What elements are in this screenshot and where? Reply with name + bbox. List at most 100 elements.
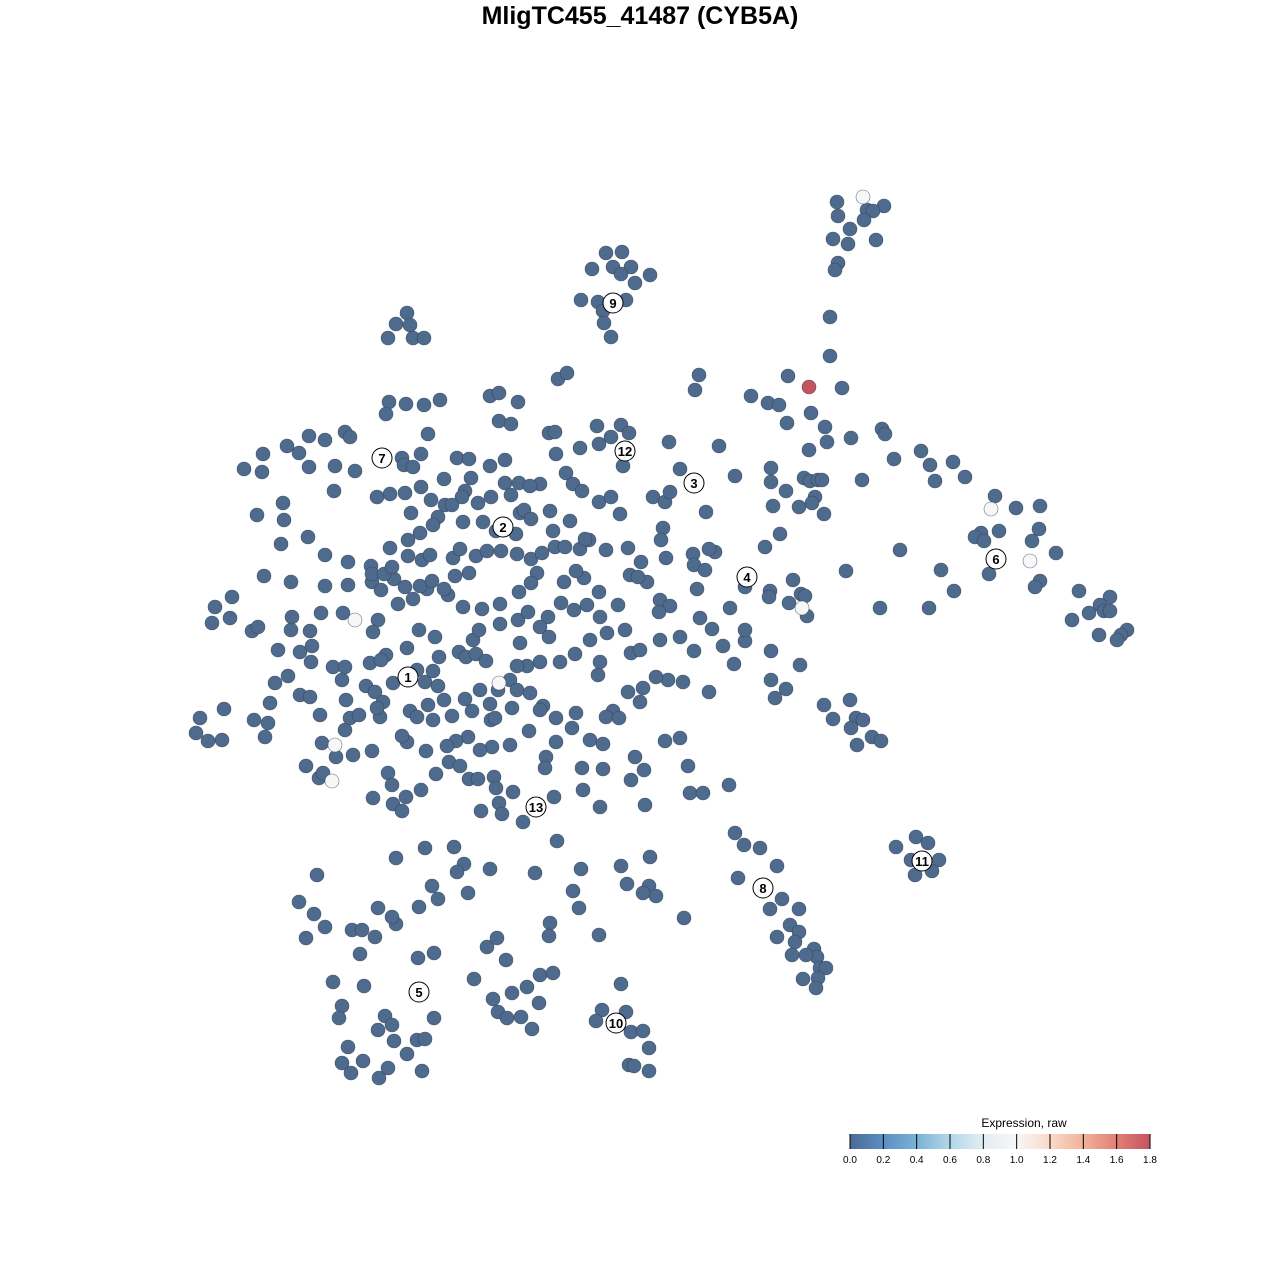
cluster-label-text: 11 (915, 854, 929, 869)
data-point (317, 919, 333, 935)
data-point (384, 777, 400, 793)
cluster-label-badge (408, 981, 430, 1003)
data-point (425, 712, 441, 728)
cluster-label-text: 8 (759, 881, 766, 896)
cluster-label-text: 4 (743, 570, 751, 585)
data-point (856, 212, 872, 228)
data-point (499, 1010, 515, 1026)
data-point (457, 691, 473, 707)
data-point (425, 517, 441, 533)
data-point (400, 532, 416, 548)
data-point (830, 208, 846, 224)
data-point (603, 429, 619, 445)
data-point (504, 985, 520, 1001)
cluster-label-text: 9 (609, 296, 616, 311)
data-point (795, 971, 811, 987)
data-point (471, 622, 487, 638)
cluster-label: 1 (397, 666, 419, 688)
data-point (532, 702, 548, 718)
data-point (343, 1065, 359, 1081)
data-point (843, 430, 859, 446)
cluster-label-text: 5 (415, 985, 422, 1000)
data-point (503, 416, 519, 432)
data-point (785, 572, 801, 588)
data-point (302, 623, 318, 639)
data-point (798, 947, 814, 963)
data-point (574, 483, 590, 499)
data-point (216, 701, 232, 717)
cluster-label: 10 (605, 1012, 627, 1034)
data-point (464, 703, 480, 719)
data-point (689, 581, 705, 597)
data-point (431, 649, 447, 665)
data-point (791, 499, 807, 515)
data-point (680, 758, 696, 774)
data-point (722, 600, 738, 616)
legend-tick-label: 0.8 (976, 1155, 990, 1166)
data-point (987, 488, 1003, 504)
legend-tick-label: 1.0 (1010, 1155, 1024, 1166)
data-point (513, 1009, 529, 1025)
cluster-label-badge (683, 472, 705, 494)
data-point (436, 692, 452, 708)
data-point (260, 715, 276, 731)
data-point (574, 760, 590, 776)
data-point (340, 1039, 356, 1055)
data-point (617, 622, 633, 638)
data-point (403, 505, 419, 521)
data-point (246, 712, 262, 728)
data-point (427, 629, 443, 645)
data-point (520, 604, 536, 620)
data-point (675, 674, 691, 690)
data-point (455, 599, 471, 615)
data-point (838, 563, 854, 579)
data-point (591, 584, 607, 600)
data-point (426, 1010, 442, 1026)
legend-tick-label: 1.8 (1143, 1155, 1157, 1166)
data-point (620, 684, 636, 700)
data-point (301, 459, 317, 475)
data-point (599, 625, 615, 641)
data-point (531, 995, 547, 1011)
data-point (627, 275, 643, 291)
data-point (236, 461, 252, 477)
data-point (222, 610, 238, 626)
data-point (641, 1040, 657, 1056)
data-point (1048, 545, 1064, 561)
data-point (342, 429, 358, 445)
data-point (855, 189, 871, 205)
data-point (792, 657, 808, 673)
data-point (335, 605, 351, 621)
data-point (373, 652, 389, 668)
data-point (603, 489, 619, 505)
data-point (613, 976, 629, 992)
data-point (424, 573, 440, 589)
data-point (818, 960, 834, 976)
data-point (381, 394, 397, 410)
data-point (784, 947, 800, 963)
data-point (981, 566, 997, 582)
data-point (546, 789, 562, 805)
data-point (410, 950, 426, 966)
data-point (303, 654, 319, 670)
data-point (430, 678, 446, 694)
cluster-label-badge (605, 1012, 627, 1034)
legend-tick-label: 1.4 (1076, 1155, 1090, 1166)
data-point (207, 599, 223, 615)
data-point (515, 814, 531, 830)
data-point (405, 591, 421, 607)
data-point (873, 733, 889, 749)
data-point (291, 445, 307, 461)
data-point (430, 891, 446, 907)
data-point (854, 472, 870, 488)
data-point (463, 470, 479, 486)
data-point (367, 929, 383, 945)
data-point (347, 463, 363, 479)
data-point (596, 315, 612, 331)
data-point (591, 927, 607, 943)
data-point (610, 597, 626, 613)
data-point (352, 946, 368, 962)
data-point (537, 760, 553, 776)
data-point (791, 901, 807, 917)
